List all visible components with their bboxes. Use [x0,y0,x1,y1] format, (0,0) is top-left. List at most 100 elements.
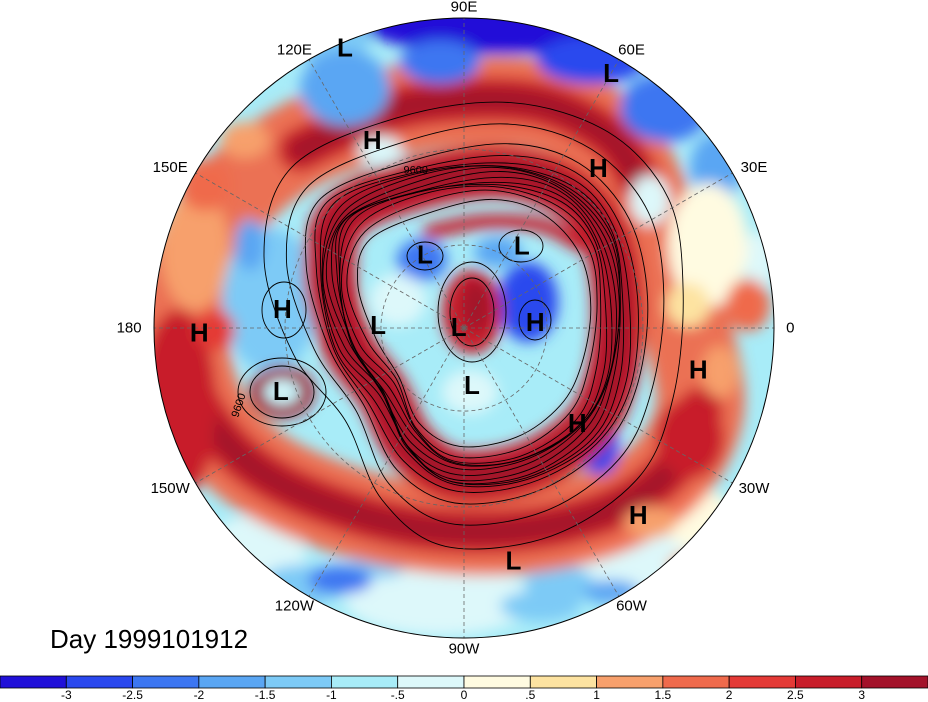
colorbar-tick-label: 2 [726,688,733,702]
height-contour [285,123,665,526]
longitude-label: 150E [153,159,188,176]
longitude-label: 60W [616,598,648,615]
high-center-marker: H [273,294,292,324]
low-center-marker: L [337,33,353,63]
colorbar-tick-label: -.5 [391,688,405,702]
high-center-marker: H [568,408,587,438]
longitude-label: 30E [741,159,768,176]
graticule-line [463,59,620,329]
height-contour [449,277,495,347]
anomaly-patch [624,506,676,538]
anomaly-patch [345,565,535,635]
longitude-labels: 90E 60E 30E 0 30W 60W 90W 120W 150W 180 150E 120E [117,0,795,658]
height-contour [304,143,649,505]
anomaly-band [167,339,711,543]
anomaly-patch [300,50,390,126]
low-center-marker: L [464,370,480,400]
anomaly-patch [370,274,426,326]
colorbar-tick-label: 2.5 [787,688,804,702]
high-center-marker: H [629,500,648,530]
longitude-label: 90E [451,0,478,16]
graticule-line [308,327,465,597]
height-contour [314,155,639,493]
height-contour [406,241,444,271]
height-contour [346,189,598,459]
shaded-anomaly-field [154,18,774,635]
high-center-marker: H [589,153,608,183]
anomaly-swirl [250,366,314,418]
colorbar-swatch [264,675,332,689]
colorbar-swatch [861,675,928,689]
colorbar-tick-label: 1.5 [655,688,672,702]
colorbar-swatch [0,675,67,689]
colorbar-swatch [596,675,664,689]
height-contour [321,165,625,486]
colorbar-swatch [728,675,796,689]
anomaly-patch [500,591,580,621]
height-contour [325,166,621,482]
colorbar-tick-label: -2.5 [122,688,143,702]
anomaly-patch [221,122,269,158]
height-contour [237,357,327,427]
graticule-line [308,59,465,329]
anomaly-patch [365,18,635,54]
anomaly-patch [400,40,480,84]
colorbar-tick-label: 3 [858,688,865,702]
anomaly-patch [630,175,670,225]
colorbar-tick-label: 0 [461,688,468,702]
contour-value-label: 9600 [404,164,428,176]
colorbar-tick-label: 1 [593,688,600,702]
colorbar-tick-label: -2 [194,688,205,702]
graticule-circle [284,148,644,508]
anomaly-patch [308,566,372,594]
anomaly-patch [668,554,704,578]
longitude-label: 0 [786,320,794,337]
map-disc [154,18,774,638]
date-title: Day 1999101912 [50,624,248,654]
graticule-line [195,327,465,484]
colorbar-swatch [397,675,465,689]
colorbar-tick-label: -1 [326,688,337,702]
graticule-line [195,172,465,329]
high-center-marker: H [526,307,545,337]
low-center-marker: L [506,546,522,576]
anomaly-patch [656,398,724,478]
anomaly-patch [668,183,748,307]
anomaly-patch [235,219,265,271]
map-border [153,17,775,639]
height-contour [261,281,307,339]
colorbar: -3 -2.5 -2 -1.5 -1 -.5 0 .5 1 1.5 2 2.5 3 [0,675,928,702]
colorbar-swatch [529,675,597,689]
graticule-circle [380,244,548,412]
colorbar-swatch [662,675,730,689]
colorbar-swatch [331,675,399,689]
graticule-line [463,327,733,484]
height-contour [518,299,552,341]
colorbar-swatch [65,675,133,689]
low-center-marker: L [514,231,530,261]
longitude-label: 120W [275,598,315,615]
graticule [154,18,774,638]
height-contour [437,261,507,363]
anomaly-patch [620,74,710,142]
colorbar-swatch [198,675,266,689]
height-contour [330,171,620,476]
longitude-label: 60E [618,42,645,59]
colorbar-tick-label: -1.5 [255,688,276,702]
anomaly-band [423,214,587,252]
colorbar-swatch [132,675,200,689]
longitude-label: 120E [277,42,312,59]
anomaly-patch [702,346,738,398]
colorbar-tick-label: -3 [61,688,72,702]
height-contour [319,162,631,488]
low-center-marker: L [370,310,386,340]
colorbar-tick-label: .5 [525,688,535,702]
anomaly-patch [195,310,235,350]
graticule-line [463,172,733,329]
longitude-label: 180 [117,320,142,337]
low-center-marker: L [603,58,619,88]
colorbar-swatch [463,675,531,689]
anomaly-patch [269,383,295,401]
